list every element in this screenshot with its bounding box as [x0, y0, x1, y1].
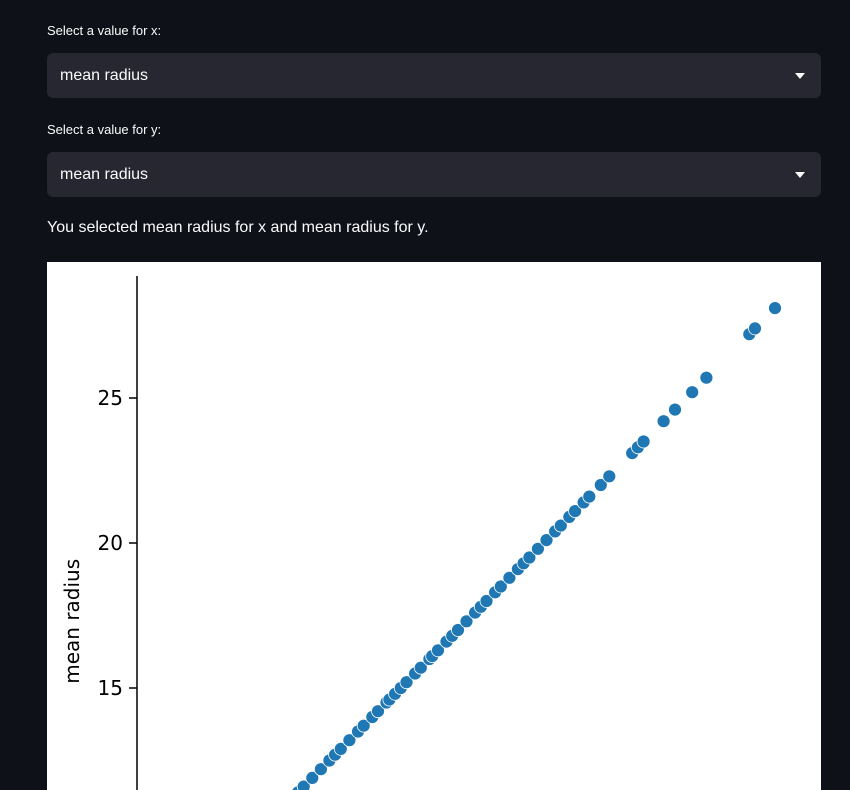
scatter-point [342, 733, 357, 748]
scatter-point [356, 718, 371, 733]
scatter-point [593, 478, 608, 492]
y-axis-ticks: 15 20 25 [98, 386, 137, 700]
scatter-point [522, 550, 537, 565]
scatter-point [431, 643, 445, 658]
scatter-point [668, 402, 682, 417]
y-select-value: mean radius [60, 165, 149, 183]
y-tick-label: 25 [98, 386, 123, 410]
scatter-point [539, 533, 554, 548]
scatter-point [333, 741, 348, 756]
scatter-point [553, 518, 568, 533]
chevron-down-icon[interactable] [795, 72, 805, 79]
scatter-point [656, 414, 671, 429]
scatter-point [313, 762, 328, 777]
y-axis-label: mean radius [60, 559, 84, 684]
x-select[interactable]: mean radius [47, 53, 821, 98]
scatter-point [493, 579, 508, 594]
y-tick-label: 15 [98, 676, 123, 700]
scatter-point [768, 301, 782, 315]
scatter-point [530, 541, 545, 556]
scatter-point [305, 771, 320, 785]
chevron-down-icon[interactable] [795, 171, 805, 178]
y-tick-label: 20 [98, 531, 123, 555]
scatter-chart-svg: 15 20 25 mean radius [60, 276, 782, 790]
scatter-point [451, 623, 465, 637]
scatter-point [413, 660, 428, 675]
scatter-point [699, 370, 714, 385]
scatter-point [371, 704, 385, 719]
scatter-point [748, 321, 762, 336]
scatter-point [399, 675, 414, 690]
selection-message: You selected mean radius for x and mean … [47, 219, 429, 236]
scatter-point [568, 504, 582, 519]
scatter-point [582, 489, 597, 504]
x-select-value: mean radius [60, 66, 149, 84]
scatter-points [291, 301, 782, 790]
scatter-plot: 15 20 25 mean radius [47, 262, 821, 790]
scatter-point [685, 385, 700, 400]
scatter-point [502, 570, 517, 585]
scatter-point [459, 614, 474, 629]
y-select-label: Select a value for y: [47, 122, 162, 137]
scatter-point [602, 469, 617, 484]
x-select-label: Select a value for x: [47, 23, 162, 38]
y-select[interactable]: mean radius [47, 152, 821, 197]
scatter-point [296, 779, 311, 790]
scatter-point [636, 434, 651, 449]
scatter-point [479, 594, 494, 608]
